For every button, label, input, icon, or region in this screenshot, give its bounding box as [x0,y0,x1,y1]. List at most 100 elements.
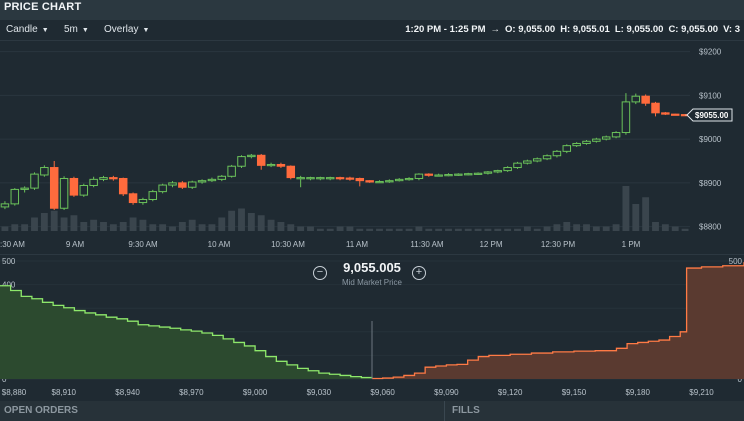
candle-body [109,177,118,180]
minus-icon: − [316,266,324,278]
volume-bar [671,226,679,231]
depth-x-tick-label: $8,940 [115,388,140,397]
volume-bar [208,224,216,231]
candle-body [158,184,167,193]
volume-bar [90,219,98,231]
depth-y-tick-label: 500 [729,257,743,266]
volume-bar [277,222,285,231]
candle-body [375,181,384,184]
candle-body [20,187,29,190]
time-tick-label: :30 AM [0,240,25,249]
zoom-in-button[interactable]: + [412,266,426,280]
candle-body [0,203,10,208]
candle-body [168,182,177,186]
candle-body [552,150,562,157]
candle-body [10,188,20,205]
candle-body [99,177,108,180]
depth-y-tick-label: 500 [2,257,16,266]
bottom-panels: OPEN ORDERS FILLS [0,401,744,421]
candle-body [316,177,325,180]
candle-body [247,154,256,158]
candle-body [651,102,660,114]
volume-bar [346,226,354,231]
depth-chart[interactable]: 00100100200200300300400400500500$8,880$8… [0,254,744,401]
candle-body [641,95,650,104]
time-tick-label: 12 PM [479,240,502,249]
bid-depth-area [0,285,372,379]
volume-bar [267,219,275,231]
volume-bar [100,222,107,231]
candle-body [89,178,98,186]
volume-bar [415,226,423,231]
candle-body [621,101,631,134]
interval-dropdown[interactable]: 5m ▼ [64,20,89,41]
candlestick-chart[interactable]: $9200 $9100 $9000 $8900 $8800 $9055.00:30 AM 9… [0,41,744,251]
depth-y-tick-label: 0 [738,375,743,384]
candle-body [661,112,670,115]
volume-bar [40,213,48,231]
volume-bar [307,226,314,231]
candle-body [463,173,473,176]
depth-x-tick-label: $9,000 [243,388,268,397]
volume-bar [583,224,590,231]
ohlc-low: L: 9,055.00 [614,24,664,35]
volume-bar [198,224,206,231]
arrow-right-icon: → [490,24,501,35]
candle-body [306,177,315,180]
overlay-dropdown[interactable]: Overlay ▼ [104,20,149,41]
candle-body [79,184,89,196]
zoom-out-button[interactable]: − [313,266,327,280]
volume-bar [257,215,265,231]
volume-bar [159,224,167,231]
candle-body [483,171,493,174]
volume-bar [681,228,689,231]
candle-body [276,163,286,167]
candle-body [473,172,483,175]
volume-bar [425,228,433,231]
time-tick-label: 10:30 AM [271,240,305,249]
volume-bar [356,228,364,231]
depth-x-tick-label: $9,150 [562,388,587,397]
candle-body [148,191,158,200]
candle-dropdown[interactable]: Candle ▼ [6,20,49,41]
candle-body [286,165,296,179]
volume-bar [533,228,541,231]
volume-bar [139,219,147,231]
candle-body [365,180,374,183]
ohlc-volume: V: 3 [723,24,740,35]
interval-dropdown-label: 5m [64,24,78,35]
candle-body [40,167,49,176]
volume-bar [543,226,551,231]
panel-header: PRICE CHART [0,0,744,20]
current-price-tag-label: $9055.00 [695,111,729,120]
volume-bar [316,228,324,231]
candle-body [345,177,355,180]
panel-title: PRICE CHART [4,1,82,13]
time-tick-label: 11 AM [346,240,368,249]
volume-bar [218,217,226,231]
depth-x-tick-label: $9,120 [498,388,523,397]
chevron-down-icon: ▼ [81,27,89,34]
candle-body [611,132,621,138]
candle-body [404,177,414,181]
volume-bar [464,228,472,231]
volume-bar [11,224,19,231]
price-tick-label: $9200 [699,48,722,57]
chevron-down-icon: ▼ [41,27,49,34]
volume-bar [228,210,236,231]
mid-market-price: 9,055.005 [343,260,401,275]
volume-bar [622,186,630,231]
depth-x-tick-label: $9,090 [434,388,459,397]
candle-body [532,158,542,162]
candle-body [523,160,532,164]
candle-body [670,113,680,116]
overlay-dropdown-label: Overlay [104,24,139,35]
candle-body [197,180,207,183]
volume-bar [326,228,334,231]
depth-x-tick-label: $9,060 [370,388,395,397]
candle-body [513,162,522,169]
depth-y-tick-label: 0 [2,375,7,384]
candle-body [572,142,581,147]
volume-bar [109,224,117,231]
volume-bar [563,222,571,231]
